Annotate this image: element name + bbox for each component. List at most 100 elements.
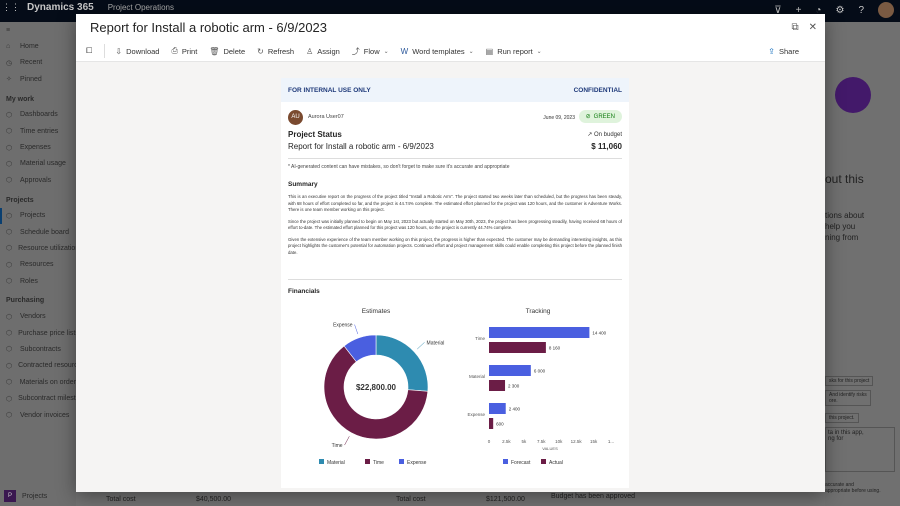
area-switcher[interactable]: P Projects bbox=[4, 490, 47, 502]
entity-icon: ⬡ bbox=[6, 278, 13, 286]
legend-label: Forecast bbox=[511, 460, 531, 466]
sidebar-item-label: Time entries bbox=[20, 127, 59, 135]
delete-button[interactable]: 🗑 Delete bbox=[209, 46, 245, 57]
sidebar-item-label: Resource utilization bbox=[18, 244, 76, 252]
sidebar-item-label: Material usage bbox=[20, 160, 66, 168]
entity-icon: ⬡ bbox=[6, 395, 13, 403]
category-label: Material bbox=[469, 374, 485, 379]
copilot-input[interactable]: ta in this app, ng for bbox=[825, 427, 895, 472]
legend-label: Expense bbox=[407, 460, 427, 466]
help-icon[interactable]: ? bbox=[858, 4, 864, 16]
sidebar-item-resources[interactable]: ⬡ Resources bbox=[0, 257, 76, 273]
app-name[interactable]: Dynamics 365 bbox=[27, 2, 94, 13]
user-avatar[interactable] bbox=[878, 2, 894, 18]
suggestion-chip[interactable]: this project. bbox=[825, 413, 859, 423]
pin-icon: ✧ bbox=[6, 76, 12, 84]
settings-icon[interactable]: ⚙ bbox=[835, 4, 845, 16]
report-dialog: Report for Install a robotic arm - 6/9/2… bbox=[76, 14, 825, 492]
total-cost-value: $40,500.00 bbox=[196, 496, 232, 503]
sidebar-item-dashboards[interactable]: ⬡ Dashboards bbox=[0, 107, 76, 123]
app-launcher-icon[interactable]: ⋮⋮ bbox=[2, 2, 20, 12]
bell-icon[interactable]: ◔ bbox=[815, 4, 822, 16]
download-icon: ⇩ bbox=[115, 46, 123, 56]
sidebar-item-contracted-resources[interactable]: ⬡ Contracted resources bbox=[0, 358, 76, 374]
download-button[interactable]: ⇩ Download bbox=[115, 46, 159, 57]
close-icon[interactable]: ✕ bbox=[808, 22, 817, 33]
entity-icon: ⬡ bbox=[6, 111, 13, 119]
x-axis-label: VALUES bbox=[542, 446, 558, 451]
x-tick-label: 5k bbox=[521, 439, 527, 444]
sidebar-item-subcontract-milestones[interactable]: ⬡ Subcontract milestones bbox=[0, 390, 76, 406]
author-name: Aurora User07 bbox=[308, 114, 344, 120]
filter-icon[interactable]: ⊽ bbox=[774, 4, 782, 16]
estimates-donut-chart: Estimates Material Time Expense $22,800.00 Ma… bbox=[319, 308, 444, 466]
x-tick-label: 15k bbox=[590, 439, 598, 444]
sidebar-item-recent[interactable]: ◷ Recent bbox=[0, 55, 76, 71]
print-button[interactable]: ⎙ Print bbox=[171, 46, 197, 57]
section-heading: Project Status bbox=[288, 130, 342, 139]
sidebar-item-expenses[interactable]: ⬡ Expenses bbox=[0, 139, 76, 155]
report-icon: ▤ bbox=[485, 46, 494, 56]
entity-icon: ⬡ bbox=[6, 212, 13, 220]
sidebar-item-label: Pinned bbox=[20, 75, 42, 83]
word-templates-button[interactable]: W Word templates ⌄ bbox=[401, 46, 474, 57]
new-window-button[interactable]: ⧠ bbox=[86, 46, 92, 56]
sidebar-item-label: Resources bbox=[20, 261, 54, 269]
ai-disclaimer: * AI-generated content can have mistakes… bbox=[288, 164, 510, 170]
hamburger-icon: ≡ bbox=[6, 26, 11, 34]
legend-swatch bbox=[541, 459, 546, 464]
sidebar-item-label: Approvals bbox=[20, 176, 52, 184]
report-document[interactable]: FOR INTERNAL USE ONLY CONFIDENTIAL AU Au… bbox=[281, 78, 629, 488]
classification-banner: FOR INTERNAL USE ONLY CONFIDENTIAL bbox=[281, 78, 629, 102]
sidebar-item-roles[interactable]: ⬡ Roles bbox=[0, 273, 76, 289]
plus-icon[interactable]: + bbox=[795, 4, 802, 16]
data-label: 14 400 bbox=[592, 331, 606, 336]
popout-icon[interactable]: ⧉ bbox=[791, 22, 799, 33]
sidebar-item-home[interactable]: ⌂ Home bbox=[0, 38, 76, 54]
confidential-label: CONFIDENTIAL bbox=[573, 86, 622, 94]
sidebar-item-label: Vendors bbox=[20, 313, 46, 321]
suggestion-chip[interactable]: sks for this project bbox=[825, 376, 874, 386]
legend-label: Actual bbox=[549, 460, 563, 466]
sidebar: ≡ ⌂ Home ◷ Recent ✧ Pinned My work ⬡ Dashboards… bbox=[0, 22, 76, 506]
flow-button[interactable]: ⤴ Flow ⌄ bbox=[352, 46, 389, 57]
bar-forecast-expense bbox=[489, 403, 506, 414]
assign-button[interactable]: ♙ Assign bbox=[306, 46, 340, 57]
sidebar-item-vendors[interactable]: ⬡ Vendors bbox=[0, 308, 76, 324]
entity-icon: ⬡ bbox=[6, 412, 13, 419]
refresh-button[interactable]: ↻ Refresh bbox=[257, 46, 294, 57]
sidebar-item-resource-utilization[interactable]: ⬡ Resource utilization bbox=[0, 240, 76, 256]
menu-toggle[interactable]: ≡ bbox=[0, 22, 76, 38]
run-report-button[interactable]: ▤ Run report ⌄ bbox=[486, 46, 542, 57]
sidebar-item-vendor-invoices[interactable]: ⬡ Vendor invoices bbox=[0, 407, 76, 423]
status-badge: ⊘ GREEN bbox=[578, 110, 622, 123]
divider bbox=[104, 44, 106, 58]
sidebar-item-schedule-board[interactable]: ⬡ Schedule board bbox=[0, 224, 76, 240]
sidebar-item-approvals[interactable]: ⬡ Approvals bbox=[0, 172, 76, 188]
bar-actual-time bbox=[489, 342, 546, 353]
sidebar-item-materials-on-order[interactable]: ⬡ Materials on order bbox=[0, 374, 76, 390]
sidebar-item-subcontracts[interactable]: ⬡ Subcontracts bbox=[0, 341, 76, 357]
summary-paragraph: This is an executive report on the progr… bbox=[288, 194, 622, 212]
sidebar-item-purchase-price-lists[interactable]: ⬡ Purchase price lists bbox=[0, 325, 76, 341]
entity-icon: ⬡ bbox=[6, 313, 13, 321]
sidebar-item-material-usage[interactable]: ⬡ Material usage bbox=[0, 156, 76, 172]
sidebar-item-label: Schedule board bbox=[20, 228, 70, 236]
area-badge: P bbox=[4, 490, 16, 502]
donut-slice-time bbox=[323, 345, 429, 440]
budget-status: ↗ On budget bbox=[587, 131, 622, 138]
sidebar-item-label: Recent bbox=[20, 59, 43, 67]
x-tick-label: 7.5k bbox=[537, 439, 546, 444]
divider bbox=[288, 158, 622, 159]
toolbar-label: Word templates bbox=[412, 46, 465, 56]
suggestion-chip[interactable]: And identify risks ore. bbox=[825, 390, 871, 406]
share-button[interactable]: ⇪ Share bbox=[768, 47, 799, 56]
sidebar-item-pinned[interactable]: ✧ Pinned bbox=[0, 71, 76, 87]
sidebar-item-time-entries[interactable]: ⬡ Time entries bbox=[0, 123, 76, 139]
sidebar-item-label: Projects bbox=[20, 212, 46, 220]
sidebar-item-projects[interactable]: ⬡ Projects bbox=[0, 207, 76, 224]
chevron-down-icon: ⌄ bbox=[468, 48, 474, 55]
chevron-down-icon: ⌄ bbox=[383, 48, 389, 55]
total-cost-value: $121,500.00 bbox=[486, 496, 525, 503]
total-cost-label: Total cost bbox=[106, 496, 136, 503]
